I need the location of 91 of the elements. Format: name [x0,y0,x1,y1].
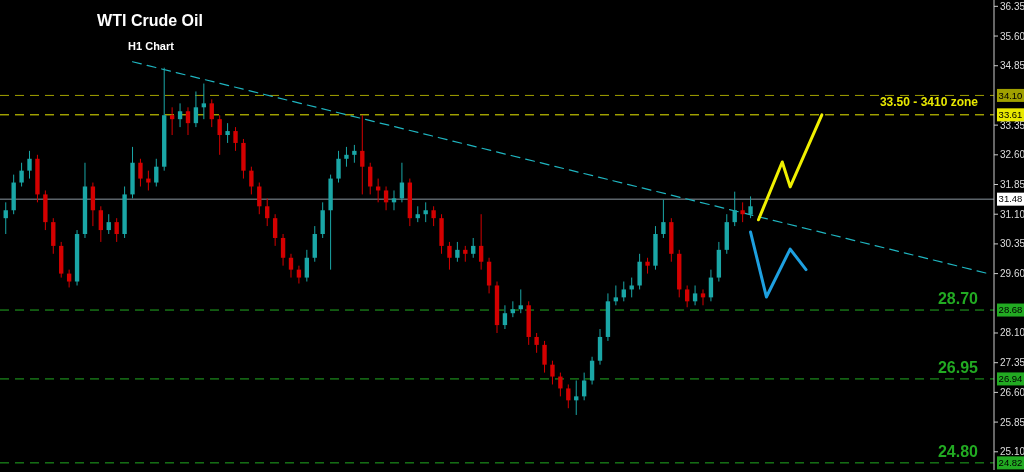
candlestick [391,189,397,211]
candlestick [106,213,111,235]
candlestick [732,191,737,227]
candlestick [478,213,484,271]
candlestick [233,126,238,152]
candlestick [320,201,325,239]
y-tick-label: 30.35 [1000,238,1024,250]
candlestick [19,162,24,187]
candlestick [265,197,270,227]
candlestick [534,332,539,354]
candlestick [637,253,642,290]
annotation: 26.95 [937,358,979,376]
ref-line-label: 28.68 [998,304,1023,316]
candlestick [597,328,603,366]
ref-line-label: 26.94 [998,373,1023,385]
candlestick [185,106,191,136]
candlestick [257,182,262,215]
y-tick-label: 32.60 [1000,149,1024,161]
candlestick [423,201,428,223]
candlestick [692,284,698,306]
y-tick-label: 29.60 [1000,268,1024,280]
y-tick-label: 25.10 [1000,446,1024,458]
candlestick [344,146,349,168]
y-tick-label: 36.35 [1000,0,1024,12]
ref-line-label: 34.10 [998,89,1023,101]
candlestick [209,98,214,128]
candlestick [502,304,508,330]
y-tick-label: 34.85 [1000,60,1024,72]
ref-line-label: 24.82 [998,457,1023,469]
candlestick [518,288,523,314]
annotation: 33.50 - 3410 zone [879,94,979,109]
text: WTI Crude Oil [97,12,203,29]
candlestick [138,158,143,187]
ref-line-label: 33.61 [998,109,1023,121]
candlestick [272,213,278,247]
candlestick [431,205,436,227]
candlestick [613,284,619,306]
candlestick [700,288,706,306]
candlestick [114,217,119,243]
candlestick [661,199,666,239]
candlestick [748,195,753,219]
candlestick [621,281,626,302]
candlestick [447,241,452,271]
candlestick [566,383,571,409]
candlestick [455,241,460,263]
candlestick [740,201,745,223]
candlestick [471,237,476,259]
y-tick-label: 31.85 [1000,179,1024,191]
candlestick [154,158,159,187]
candlestick [550,360,555,385]
candlestick [146,170,151,191]
candlestick [312,225,317,263]
y-tick-label: 26.60 [1000,386,1024,398]
candlestick [574,380,579,416]
y-tick-label: 27.35 [1000,357,1024,369]
candlestick [98,205,104,243]
line-series [749,230,808,299]
annotation: 28.70 [937,290,979,308]
candlestick [360,114,365,195]
candlestick [304,249,310,283]
candlestick [193,90,199,128]
candlestick [3,201,8,235]
candlestick [249,166,254,195]
candlestick [27,150,32,180]
candlestick [296,265,302,284]
y-tick-label: 28.10 [1000,327,1024,339]
text: H1 Chart [128,40,175,52]
y-tick-label: 25.85 [1000,416,1024,428]
candlestick [383,186,389,211]
y-tick-label: 33.35 [1000,119,1024,131]
candlestick [542,340,547,374]
candlestick [558,372,563,397]
annotation: 24.80 [937,442,979,460]
candlestick [288,253,294,279]
ref-line-label: 31.48 [998,193,1023,205]
candlestick [90,182,96,227]
candlestick [629,277,634,298]
candlestick [280,233,286,267]
candlestick [169,106,175,136]
candlestick [217,114,222,156]
y-tick-label: 31.10 [1000,208,1024,220]
candlestick [66,269,72,288]
candlestick [201,83,207,120]
candlestick [684,284,690,308]
candlestick [589,356,595,385]
candlestick [225,122,230,144]
y-tick-label: 35.60 [1000,30,1024,42]
candlestick [375,178,381,203]
candlestick [51,217,56,255]
candlestick [177,102,183,128]
candlestick [336,150,341,184]
